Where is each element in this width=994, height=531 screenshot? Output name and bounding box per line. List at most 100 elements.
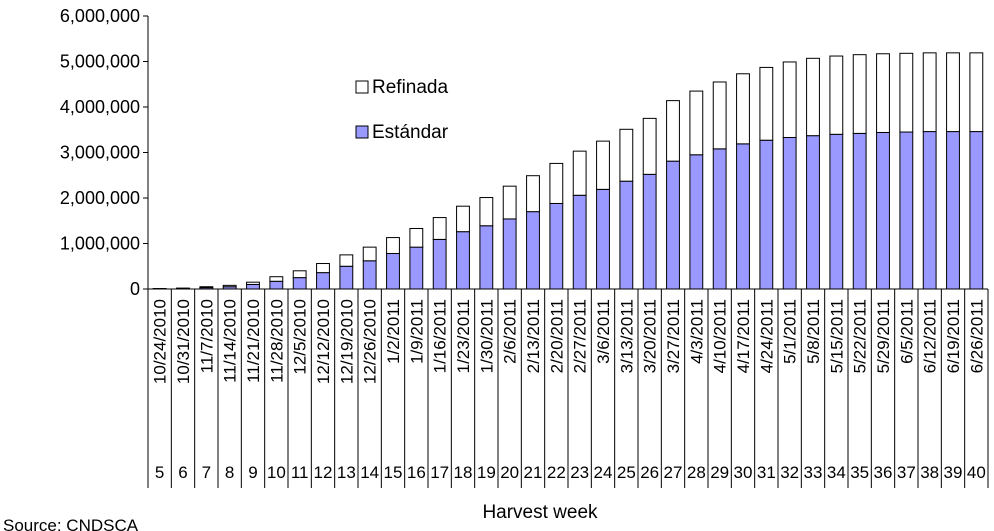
bar-segment <box>922 52 937 133</box>
bar-segment <box>946 131 960 290</box>
week-label: 14 <box>360 463 379 482</box>
week-label: 30 <box>734 463 753 482</box>
y-tick-label: 5,000,000 <box>60 52 140 72</box>
week-label: 27 <box>664 463 683 482</box>
week-label: 7 <box>202 463 211 482</box>
week-label: 13 <box>337 463 356 482</box>
x-tick-label: 6/12/2011 <box>921 299 940 373</box>
bar-segment <box>362 246 377 262</box>
bar-segment <box>852 132 867 290</box>
bar-segment <box>922 131 937 290</box>
bar-segment <box>969 52 984 133</box>
x-tick-label: 3/20/2011 <box>641 299 660 373</box>
x-tick-label: 5/29/2011 <box>874 299 893 373</box>
bar-segment <box>619 180 634 290</box>
week-label: 18 <box>454 463 473 482</box>
week-label: 21 <box>524 463 543 482</box>
x-tick-label: 5/8/2011 <box>804 299 823 364</box>
legend-label: Refinada <box>372 77 448 98</box>
bar-segment <box>876 131 890 290</box>
bar-segment <box>502 218 517 290</box>
bar-segment <box>876 53 890 133</box>
bar-segment <box>782 61 797 138</box>
x-tick-label: 1/9/2011 <box>407 299 426 364</box>
bar-segment <box>199 286 214 289</box>
y-tick-label: 6,000,000 <box>60 6 140 26</box>
week-label: 12 <box>314 463 333 482</box>
legend-swatch <box>355 80 369 94</box>
y-tick-label: 2,000,000 <box>60 188 140 208</box>
bar-segment <box>432 238 447 290</box>
bar-segment <box>409 227 424 248</box>
bar-segment <box>269 280 284 290</box>
bar-segment <box>479 225 494 290</box>
x-tick-label: 1/16/2011 <box>431 299 450 373</box>
source: Source: CNDSCA <box>3 516 139 531</box>
bar-segment <box>829 55 844 135</box>
legend-swatch <box>355 125 369 139</box>
x-tick-label: 4/17/2011 <box>734 299 753 373</box>
x-tick-label: 3/13/2011 <box>617 299 636 373</box>
bar-segment <box>666 160 680 290</box>
week-label: 25 <box>617 463 636 482</box>
x-tick-label: 1/23/2011 <box>454 299 473 373</box>
bar-segment <box>549 202 564 290</box>
x-tick-label: 11/7/2010 <box>197 299 216 373</box>
bar-segment <box>386 253 400 290</box>
x-tick-label: 2/27/2011 <box>571 299 590 373</box>
x-tick-label: 3/6/2011 <box>594 299 613 364</box>
week-label: 8 <box>225 463 234 482</box>
bar-segment <box>456 231 470 290</box>
bar-segment <box>456 205 470 233</box>
y-tick-label: 3,000,000 <box>60 143 140 163</box>
bar-segment <box>246 283 260 290</box>
x-tick-label: 11/21/2010 <box>244 299 263 383</box>
bar-segment <box>619 128 634 182</box>
week-label: 24 <box>594 463 613 482</box>
week-label: 19 <box>477 463 496 482</box>
bar-segment <box>339 265 354 290</box>
bar-segment <box>409 246 424 290</box>
bar-segment <box>712 148 727 290</box>
x-tick-label: 1/30/2011 <box>477 299 496 373</box>
week-label: 28 <box>687 463 706 482</box>
bar-segment <box>946 52 960 133</box>
x-axis-label: Harvest week <box>482 502 598 523</box>
bar-segment <box>572 150 587 196</box>
x-tick-label: 3/27/2011 <box>664 299 683 373</box>
bar-segment <box>362 260 377 290</box>
bar-segment <box>852 54 867 134</box>
y-tick-label: 4,000,000 <box>60 97 140 117</box>
bar-segment <box>292 277 307 290</box>
week-label: 23 <box>570 463 589 482</box>
bar-segment <box>269 276 284 282</box>
x-tick-label: 11/14/2010 <box>221 299 240 383</box>
week-label: 36 <box>874 463 893 482</box>
bar-segment <box>899 131 914 290</box>
y-tick-label: 0 <box>130 279 140 299</box>
x-tick-label: 5/22/2011 <box>851 299 870 373</box>
bar-segment <box>829 133 844 290</box>
bar-segment <box>339 254 354 267</box>
week-label: 35 <box>850 463 869 482</box>
week-label: 32 <box>780 463 799 482</box>
week-label: 16 <box>407 463 426 482</box>
bar-segment <box>689 154 704 290</box>
x-tick-label: 11/28/2010 <box>267 299 286 383</box>
week-label: 15 <box>384 463 403 482</box>
legend-label: Estándar <box>372 122 449 143</box>
x-tick-label: 2/6/2011 <box>501 299 520 364</box>
bar-segment <box>899 52 914 133</box>
week-label: 5 <box>155 463 164 482</box>
bar-segment <box>292 270 307 279</box>
week-label: 17 <box>430 463 449 482</box>
week-label: 40 <box>967 463 986 482</box>
x-tick-label: 5/1/2011 <box>781 299 800 364</box>
y-tick-label: 1,000,000 <box>60 234 140 254</box>
bar-segment <box>806 135 820 290</box>
week-label: 39 <box>944 463 963 482</box>
bar-segment <box>526 211 540 290</box>
bar-segment <box>782 136 797 290</box>
week-label: 20 <box>500 463 519 482</box>
